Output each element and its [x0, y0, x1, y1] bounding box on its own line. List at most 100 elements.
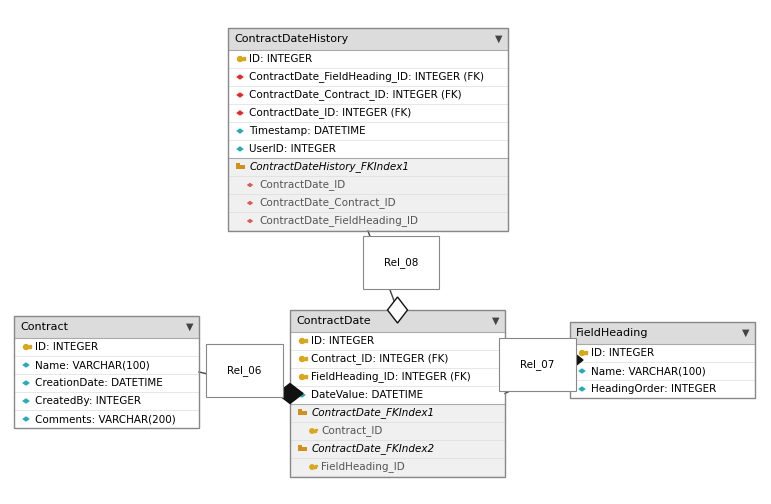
Text: Contract_ID: Contract_ID	[321, 425, 382, 436]
Text: ContractDate_ID: ContractDate_ID	[259, 179, 345, 191]
Bar	[298, 409, 302, 411]
Bar	[306, 357, 308, 358]
Circle shape	[310, 429, 315, 433]
Text: ▼: ▼	[186, 322, 193, 332]
FancyBboxPatch shape	[570, 344, 755, 362]
Bar	[298, 411, 308, 415]
FancyBboxPatch shape	[14, 410, 199, 428]
Circle shape	[24, 345, 29, 349]
Bar	[305, 375, 306, 376]
Text: DateValue: DATETIME: DateValue: DATETIME	[311, 390, 423, 400]
Bar	[306, 339, 308, 340]
Text: ContractDate: ContractDate	[296, 316, 371, 326]
FancyBboxPatch shape	[290, 310, 505, 332]
Text: ID: INTEGER: ID: INTEGER	[311, 336, 374, 346]
Text: ContractDateHistory_FKIndex1: ContractDateHistory_FKIndex1	[250, 162, 410, 172]
Text: ▼: ▼	[494, 34, 502, 44]
Circle shape	[299, 374, 305, 380]
Bar	[305, 339, 306, 340]
Polygon shape	[557, 350, 583, 370]
Polygon shape	[235, 128, 244, 134]
FancyBboxPatch shape	[290, 386, 505, 404]
FancyBboxPatch shape	[14, 392, 199, 410]
Bar	[316, 429, 317, 430]
Text: Rel_07: Rel_07	[520, 359, 554, 370]
Bar	[235, 162, 241, 164]
Bar	[306, 375, 308, 376]
FancyBboxPatch shape	[290, 404, 505, 422]
FancyBboxPatch shape	[570, 362, 755, 380]
Polygon shape	[235, 74, 244, 80]
Text: Rel_06: Rel_06	[227, 365, 261, 376]
Bar	[312, 430, 316, 432]
Bar	[244, 57, 245, 58]
Bar	[312, 466, 316, 468]
FancyBboxPatch shape	[14, 356, 199, 374]
FancyBboxPatch shape	[228, 158, 508, 176]
FancyBboxPatch shape	[228, 28, 508, 50]
Text: Name: VARCHAR(100): Name: VARCHAR(100)	[591, 366, 705, 376]
Circle shape	[580, 350, 584, 355]
FancyBboxPatch shape	[14, 316, 199, 338]
FancyBboxPatch shape	[228, 212, 508, 230]
Text: ▼: ▼	[742, 328, 749, 338]
Text: FieldHeading_ID: FieldHeading_ID	[321, 462, 405, 472]
Text: ID: INTEGER: ID: INTEGER	[35, 342, 98, 352]
Text: CreatedBy: INTEGER: CreatedBy: INTEGER	[35, 396, 141, 406]
Circle shape	[237, 56, 242, 61]
Polygon shape	[235, 110, 244, 116]
FancyBboxPatch shape	[570, 380, 755, 398]
FancyBboxPatch shape	[290, 332, 505, 350]
Polygon shape	[22, 362, 31, 368]
FancyBboxPatch shape	[14, 338, 199, 356]
Polygon shape	[22, 398, 31, 404]
FancyBboxPatch shape	[228, 122, 508, 140]
Polygon shape	[22, 380, 31, 386]
Polygon shape	[577, 368, 587, 374]
Bar	[26, 346, 31, 348]
Text: ContractDate_ID: INTEGER (FK): ContractDate_ID: INTEGER (FK)	[249, 107, 411, 118]
Bar	[302, 376, 307, 378]
FancyBboxPatch shape	[228, 194, 508, 212]
Text: Name: VARCHAR(100): Name: VARCHAR(100)	[35, 360, 150, 370]
FancyBboxPatch shape	[290, 440, 505, 458]
FancyBboxPatch shape	[290, 458, 505, 476]
Bar	[316, 465, 317, 466]
FancyBboxPatch shape	[290, 350, 505, 368]
Text: Timestamp: DATETIME: Timestamp: DATETIME	[249, 126, 365, 136]
FancyBboxPatch shape	[228, 68, 508, 86]
Text: ID: INTEGER: ID: INTEGER	[249, 54, 312, 64]
FancyBboxPatch shape	[228, 104, 508, 122]
Polygon shape	[246, 182, 254, 188]
Polygon shape	[388, 297, 408, 323]
Bar	[586, 351, 588, 352]
Text: ID: INTEGER: ID: INTEGER	[591, 348, 654, 358]
Text: FieldHeading_ID: INTEGER (FK): FieldHeading_ID: INTEGER (FK)	[311, 371, 471, 383]
Circle shape	[310, 465, 315, 469]
FancyBboxPatch shape	[570, 322, 755, 344]
Circle shape	[299, 339, 305, 343]
Text: ContractDate_Contract_ID: INTEGER (FK): ContractDate_Contract_ID: INTEGER (FK)	[249, 90, 462, 100]
FancyBboxPatch shape	[228, 50, 508, 68]
FancyBboxPatch shape	[290, 422, 505, 440]
Text: Comments: VARCHAR(200): Comments: VARCHAR(200)	[35, 414, 176, 424]
Polygon shape	[277, 384, 303, 404]
FancyBboxPatch shape	[290, 368, 505, 386]
Bar	[29, 345, 30, 346]
Bar	[298, 445, 302, 447]
Text: ContractDate_FieldHeading_ID: INTEGER (FK): ContractDate_FieldHeading_ID: INTEGER (F…	[249, 72, 484, 83]
Polygon shape	[577, 386, 587, 392]
Bar	[585, 351, 586, 352]
Bar	[235, 164, 245, 169]
Bar	[302, 358, 307, 360]
FancyBboxPatch shape	[228, 176, 508, 194]
FancyBboxPatch shape	[14, 374, 199, 392]
Text: FieldHeading: FieldHeading	[576, 328, 648, 338]
Polygon shape	[298, 392, 307, 398]
Polygon shape	[246, 218, 254, 224]
Text: Contract: Contract	[20, 322, 68, 332]
Bar	[240, 58, 245, 60]
FancyBboxPatch shape	[228, 140, 508, 158]
Bar	[298, 447, 308, 452]
Bar	[302, 340, 307, 342]
